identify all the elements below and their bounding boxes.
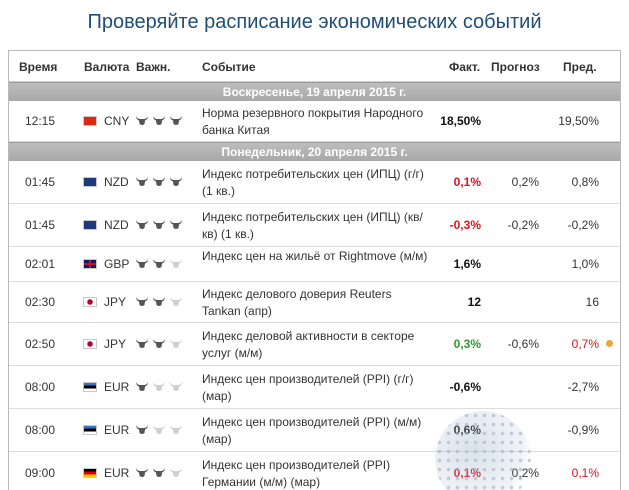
importance-bulls-icon [135,296,183,307]
event-row[interactable]: 01:45 NZD Индекс потребительских цен (ИПЦ)… [9,161,620,204]
event-row[interactable]: 08:00 EUR Индекс цен производителей (PPI) … [9,366,620,409]
country-flag-icon [83,259,97,269]
table-body: Воскресенье, 19 апреля 2015 г. 12:15 CNY Но… [9,82,620,490]
day-header: Воскресенье, 19 апреля 2015 г. [9,82,620,101]
event-time: 01:45 [25,218,56,232]
event-currency: EUR [104,380,130,394]
event-currency: NZD [104,175,129,189]
day-header: Понедельник, 20 апреля 2015 г. [9,142,620,161]
event-row[interactable]: 02:01 GBP Индекс цен на жильё от Rightmove… [9,247,620,282]
event-name[interactable]: Норма резервного покрытия Народного банк… [202,106,424,137]
event-currency: JPY [104,337,127,351]
country-flag-icon [83,425,97,435]
event-row[interactable]: 09:00 EUR Индекс цен производителей (PPI) … [9,452,620,490]
event-time: 01:45 [25,175,56,189]
event-actual: 0,1% [453,466,481,480]
event-row[interactable]: 02:50 JPY Индекс деловой активности в сект… [9,323,620,366]
event-name[interactable]: Индекс потребительских цен (ИПЦ) (г/г) (… [202,167,424,198]
country-flag-icon [83,177,97,187]
event-row[interactable]: 01:45 NZD Индекс потребительских цен (ИПЦ)… [9,204,620,247]
event-forecast: -0,2% [507,218,539,232]
col-forecast[interactable]: Прогноз [491,60,540,74]
event-time: 09:00 [25,466,56,480]
country-flag-icon [83,382,97,392]
event-forecast: -0,6% [507,337,539,351]
event-time: 02:30 [25,295,56,309]
event-actual: 18,50% [440,114,481,128]
event-previous: 0,8% [571,175,599,189]
economic-calendar-table: Время Валюта Важн. Событие Факт. Прогноз… [8,50,621,490]
event-actual: 0,1% [453,175,481,189]
col-time[interactable]: Время [19,60,58,74]
event-previous: -2,7% [567,380,599,394]
event-currency: CNY [104,114,130,128]
importance-bulls-icon [135,338,183,349]
event-name[interactable]: Индекс цен производителей (PPI) (м/м) (м… [202,415,422,446]
event-currency: NZD [104,218,129,232]
page-heading: Проверяйте расписание экономических собы… [87,11,542,33]
importance-bulls-icon [135,467,183,478]
importance-bulls-icon [135,115,183,126]
event-time: 02:50 [25,337,56,351]
event-name[interactable]: Индекс цен производителей (PPI) (г/г) (м… [202,372,414,403]
event-actual: -0,6% [449,380,481,394]
event-currency: EUR [104,466,130,480]
event-previous: 0,1% [571,466,599,480]
event-previous: 0,7% [571,337,599,351]
alert-dot-icon[interactable] [606,340,613,347]
col-actual[interactable]: Факт. [449,60,481,74]
event-currency: JPY [104,295,127,309]
country-flag-icon [83,297,97,307]
event-time: 02:01 [25,257,56,271]
event-row[interactable]: 12:15 CNY Норма резервного покрытия Народн… [9,101,620,142]
country-flag-icon [83,339,97,349]
event-name[interactable]: Индекс цен на жильё от Rightmove (м/м) [202,249,428,263]
event-name[interactable]: Индекс потребительских цен (ИПЦ) (кв/кв)… [202,210,423,241]
importance-bulls-icon [135,258,183,269]
event-row[interactable]: 08:00 EUR Индекс цен производителей (PPI) … [9,409,620,452]
col-currency[interactable]: Валюта [84,60,130,74]
event-time: 12:15 [25,114,56,128]
importance-bulls-icon [135,219,183,230]
event-forecast: 0,2% [511,175,539,189]
country-flag-icon [83,468,97,478]
event-time: 08:00 [25,380,56,394]
event-time: 08:00 [25,423,56,437]
country-flag-icon [83,116,97,126]
event-previous: 1,0% [571,257,599,271]
event-actual: 0,6% [453,423,481,437]
importance-bulls-icon [135,176,183,187]
event-name[interactable]: Индекс деловой активности в секторе услу… [202,329,415,360]
event-forecast: 0,2% [511,466,539,480]
event-actual: -0,3% [449,218,481,232]
col-importance[interactable]: Важн. [136,60,171,74]
country-flag-icon [83,220,97,230]
event-actual: 0,3% [453,337,481,351]
event-name[interactable]: Индекс делового доверия Reuters Tankan (… [202,287,392,318]
event-row[interactable]: 02:30 JPY Индекс делового доверия Reuters … [9,282,620,323]
table-header: Время Валюта Важн. Событие Факт. Прогноз… [9,51,620,82]
col-event[interactable]: Событие [202,60,256,74]
col-previous[interactable]: Пред. [563,60,597,74]
event-name[interactable]: Индекс цен производителей (PPI) Германии… [202,458,391,489]
importance-bulls-icon [135,424,183,435]
event-previous: -0,9% [567,423,599,437]
event-currency: GBP [104,257,130,271]
event-previous: 16 [585,295,599,309]
event-actual: 12 [467,295,481,309]
event-currency: EUR [104,423,130,437]
importance-bulls-icon [135,381,183,392]
event-previous: -0,2% [567,218,599,232]
event-actual: 1,6% [453,257,481,271]
event-previous: 19,50% [558,114,599,128]
